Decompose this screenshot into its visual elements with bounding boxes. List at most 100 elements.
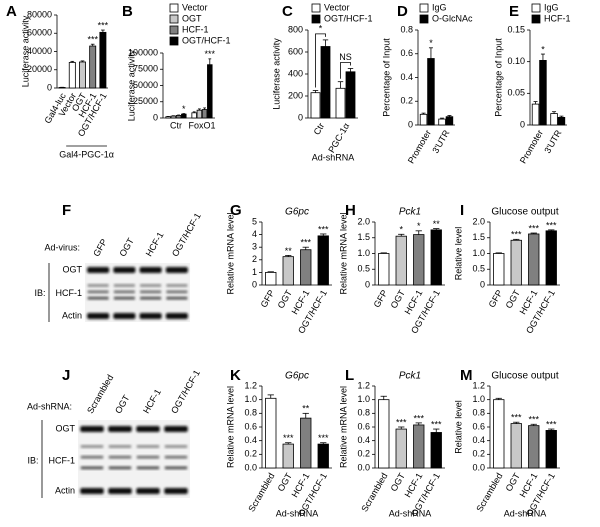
y-tick-label: 0.0 <box>472 462 485 472</box>
bar <box>99 31 107 89</box>
y-tick-label: 2 <box>252 254 257 264</box>
bar <box>300 417 312 469</box>
y-tick-label: 1.5 <box>357 232 370 242</box>
legend-swatch <box>169 36 179 46</box>
bar <box>191 112 197 119</box>
bar <box>378 253 390 286</box>
bar <box>545 430 557 469</box>
lane-label: OGT <box>113 393 132 415</box>
row-label: Actin <box>55 485 75 495</box>
bar <box>378 399 390 469</box>
panel-letter: I <box>460 202 464 219</box>
band <box>140 284 162 287</box>
significance: *** <box>300 238 311 248</box>
bar <box>317 443 329 469</box>
y-tick-label: 0 <box>47 82 52 92</box>
bar <box>413 424 425 469</box>
band <box>87 284 109 287</box>
band <box>108 455 132 459</box>
panel-letter: L <box>345 367 354 384</box>
y-tick-label: 0.6 <box>400 48 413 58</box>
y-tick-label: 1.2 <box>357 380 370 390</box>
significance: * <box>541 44 545 54</box>
y-tick-label: 0 <box>252 279 257 289</box>
band <box>166 296 188 300</box>
band <box>80 466 104 470</box>
x-axis-label: Ad-shRNA <box>504 508 547 518</box>
x-tick-label: FoxO1 <box>188 120 215 130</box>
x-axis-label: Ad-shRNA <box>276 508 319 518</box>
significance: *** <box>511 413 522 423</box>
bar <box>539 60 547 126</box>
x-tick-label: Ctr <box>312 121 327 136</box>
band <box>166 284 188 287</box>
blot-prefix: Ad-shRNA: <box>27 401 72 411</box>
legend-label: OGT <box>182 13 202 23</box>
band <box>140 296 162 300</box>
band <box>113 284 135 287</box>
x-axis-label: Ad-shRNA <box>389 508 432 518</box>
band <box>139 313 162 319</box>
bar <box>430 229 442 286</box>
y-tick-label: 60000 <box>27 28 52 38</box>
bar <box>310 92 321 119</box>
bar <box>165 116 171 119</box>
band <box>136 455 160 459</box>
y-tick-label: 4 <box>252 229 257 239</box>
x-tick-label: Scrambled <box>246 471 276 513</box>
panel-letter: C <box>282 3 293 20</box>
bar <box>413 234 425 286</box>
band <box>87 267 110 273</box>
band <box>108 466 132 470</box>
y-tick-label: 40000 <box>27 46 52 56</box>
legend-label: HCF-1 <box>544 13 571 23</box>
bar <box>545 230 557 286</box>
band <box>80 445 104 448</box>
significance: * <box>319 23 323 33</box>
y-tick-label: 0.05 <box>507 88 525 98</box>
x-tick-label: GFP <box>259 288 277 309</box>
blot-prefix: Ad-virus: <box>44 242 80 252</box>
x-tick-label: 3'UTR <box>542 128 564 155</box>
panel-title: Glucose output <box>491 207 558 218</box>
y-tick-label: 0.4 <box>357 435 370 445</box>
significance: * <box>399 225 403 235</box>
bar <box>170 115 177 119</box>
y-tick-label: 1.0 <box>357 248 370 258</box>
y-axis-label: Relative mRNA level <box>338 212 348 294</box>
legend-label: Vector <box>324 2 350 12</box>
band <box>139 267 162 273</box>
legend-label: OGT/HCF-1 <box>324 13 373 23</box>
y-tick-label: 5 <box>252 216 257 226</box>
y-tick-label: 0 <box>153 112 158 122</box>
significance: ** <box>302 404 310 414</box>
bar <box>557 117 566 126</box>
bar <box>320 46 331 119</box>
significance: * <box>429 38 433 48</box>
legend-label: IgG <box>544 2 559 12</box>
panel-title: Pck1 <box>399 371 421 382</box>
lane-label: OGT/HCF-1 <box>169 368 202 415</box>
significance: *** <box>528 415 539 425</box>
significance: *** <box>283 433 294 443</box>
y-axis-label: Luciferase activity <box>126 49 136 121</box>
y-tick-label: 2.0 <box>357 216 370 226</box>
bar <box>430 432 442 469</box>
bar <box>265 271 277 286</box>
significance: *** <box>318 433 329 443</box>
y-tick-label: 0.8 <box>244 408 257 418</box>
bar <box>282 256 294 286</box>
bar <box>550 113 558 126</box>
y-tick-label: 0.2 <box>472 449 485 459</box>
y-tick-label: 0.6 <box>244 421 257 431</box>
bar <box>419 113 428 126</box>
panel-title: G6pc <box>285 207 309 218</box>
bar <box>493 253 505 286</box>
legend-swatch <box>169 25 179 35</box>
significance: *** <box>528 223 539 233</box>
band <box>87 290 109 294</box>
x-tick-label: Ctr <box>170 120 182 130</box>
panel-title: Glucose output <box>491 371 558 382</box>
significance: *** <box>396 417 407 427</box>
bar <box>395 428 407 469</box>
